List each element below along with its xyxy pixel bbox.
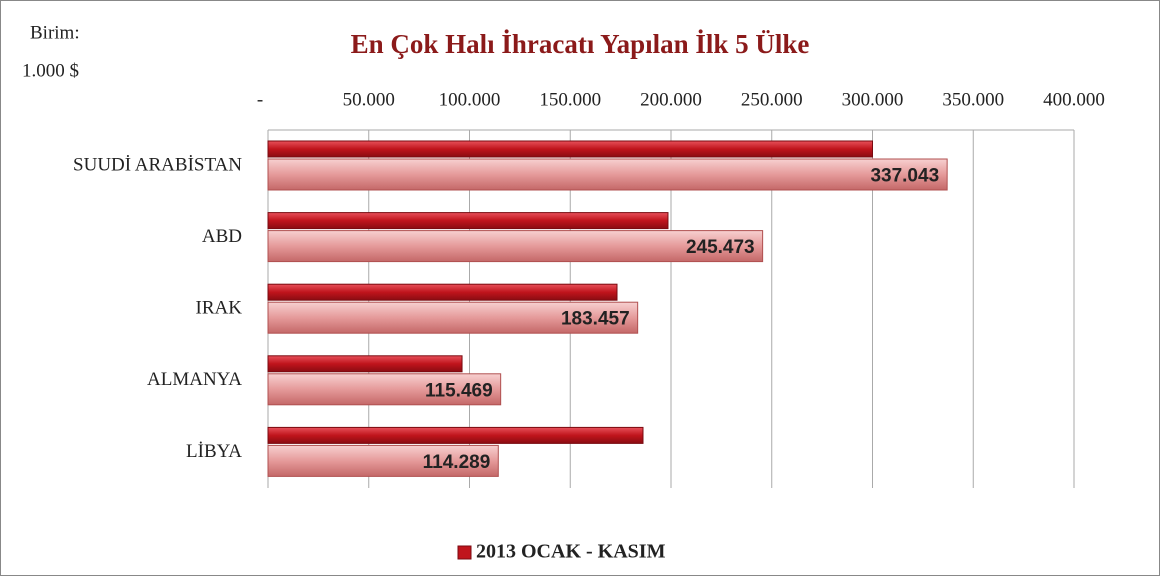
bar bbox=[267, 301, 639, 334]
x-tick-label: 300.000 bbox=[842, 89, 904, 110]
x-tick-label: 150.000 bbox=[539, 89, 601, 110]
data-label: 114.289 bbox=[423, 452, 491, 473]
bar bbox=[267, 140, 873, 158]
bar bbox=[267, 230, 764, 263]
unit-label: Birim: bbox=[30, 22, 80, 43]
bar bbox=[267, 283, 618, 301]
legend-label: 2013 OCAK - KASIM bbox=[476, 541, 666, 563]
data-label: 183.457 bbox=[561, 309, 630, 330]
y-tick-label: IRAK bbox=[196, 298, 243, 319]
bar bbox=[267, 373, 502, 406]
x-tick-label: - bbox=[257, 89, 263, 110]
unit-label: 1.000 $ bbox=[22, 60, 79, 81]
y-tick-label: ALMANYA bbox=[147, 369, 242, 390]
bar bbox=[267, 426, 644, 444]
data-label: 115.469 bbox=[425, 380, 493, 401]
y-tick-label: SUUDİ ARABİSTAN bbox=[73, 154, 242, 175]
x-tick-label: 350.000 bbox=[942, 89, 1004, 110]
x-tick-label: 100.000 bbox=[439, 89, 501, 110]
chart-title: En Çok Halı İhracatı Yapılan İlk 5 Ülke bbox=[351, 29, 810, 59]
x-tick-label: 50.000 bbox=[343, 89, 395, 110]
bar bbox=[267, 158, 948, 191]
legend-marker bbox=[457, 545, 472, 560]
bar bbox=[267, 212, 669, 230]
y-tick-label: LİBYA bbox=[186, 441, 242, 462]
x-tick-label: 200.000 bbox=[640, 89, 702, 110]
bar bbox=[267, 355, 463, 373]
x-tick-label: 400.000 bbox=[1043, 89, 1105, 110]
data-label: 245.473 bbox=[686, 237, 755, 258]
data-label: 337.043 bbox=[870, 166, 939, 187]
x-tick-label: 250.000 bbox=[741, 89, 803, 110]
bar bbox=[267, 444, 499, 477]
y-tick-label: ABD bbox=[202, 226, 242, 247]
